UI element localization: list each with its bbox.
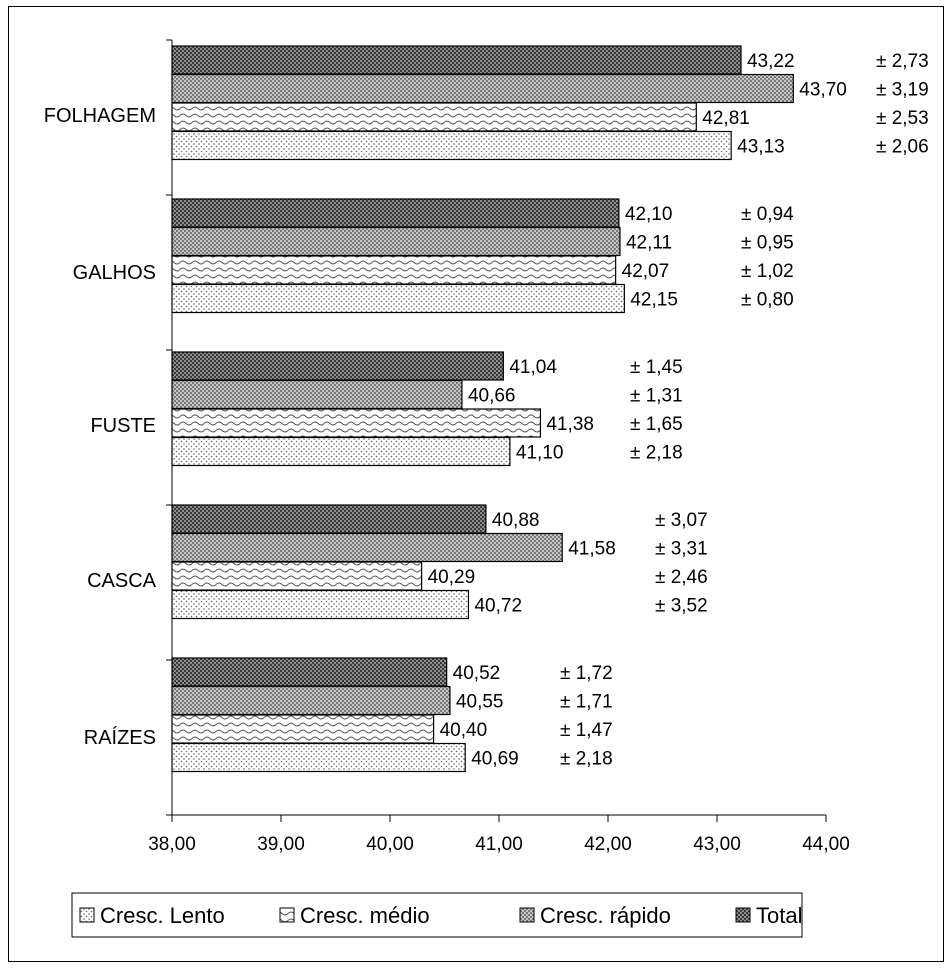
error-label-casca-total: ± 3,07 bbox=[655, 510, 708, 531]
chart-frame bbox=[8, 6, 944, 962]
error-label-raizes-cresc-lento: ± 2,18 bbox=[560, 749, 613, 770]
legend-swatch-cresc-medio bbox=[279, 907, 295, 923]
error-label-galhos-total: ± 0,94 bbox=[741, 204, 794, 225]
x-tick-label: 42,00 bbox=[584, 834, 632, 855]
bar-fuste-cresc-rapido bbox=[171, 379, 463, 410]
bar-folhagem-cresc-rapido bbox=[171, 73, 794, 104]
legend-label-cresc-medio: Cresc. médio bbox=[300, 903, 430, 928]
x-tick-label: 41,00 bbox=[475, 834, 523, 855]
bar-fuste-cresc-medio bbox=[171, 408, 542, 438]
value-label-casca-cresc-lento: 40,72 bbox=[474, 596, 522, 617]
error-label-galhos-cresc-rapido: ± 0,95 bbox=[741, 233, 794, 254]
x-tick-label: 39,00 bbox=[257, 834, 305, 855]
error-label-folhagem-total: ± 2,73 bbox=[876, 51, 929, 72]
error-label-folhagem-cresc-lento: ± 2,06 bbox=[876, 137, 929, 158]
error-label-folhagem-cresc-rapido: ± 3,19 bbox=[876, 80, 929, 101]
bar-raizes-total bbox=[171, 657, 448, 687]
legend-swatch-cresc-lento bbox=[79, 907, 95, 923]
legend-swatch-total bbox=[735, 907, 751, 923]
error-label-fuste-total: ± 1,45 bbox=[630, 357, 683, 378]
error-label-raizes-total: ± 1,72 bbox=[560, 663, 613, 684]
bar-fuste-cresc-lento bbox=[171, 436, 511, 467]
bar-casca-total bbox=[171, 504, 487, 534]
value-label-galhos-cresc-medio: 42,07 bbox=[622, 261, 670, 282]
bar-casca-cresc-medio bbox=[171, 561, 423, 591]
x-tick-label: 44,00 bbox=[802, 834, 850, 855]
error-label-galhos-cresc-medio: ± 1,02 bbox=[741, 261, 794, 282]
category-label-galhos: GALHOS bbox=[73, 262, 156, 284]
bar-fuste-total bbox=[171, 351, 504, 381]
value-label-fuste-cresc-rapido: 40,66 bbox=[468, 386, 516, 407]
value-label-fuste-cresc-medio: 41,38 bbox=[546, 414, 594, 435]
value-label-galhos-cresc-lento: 42,15 bbox=[630, 290, 678, 311]
error-label-raizes-cresc-medio: ± 1,47 bbox=[560, 720, 613, 741]
value-label-raizes-total: 40,52 bbox=[453, 663, 501, 684]
error-label-casca-cresc-medio: ± 2,46 bbox=[655, 567, 708, 588]
legend-label-total: Total bbox=[756, 903, 802, 928]
value-label-galhos-total: 42,10 bbox=[625, 204, 673, 225]
bar-folhagem-cresc-lento bbox=[171, 130, 732, 161]
bar-raizes-cresc-lento bbox=[171, 742, 466, 773]
bar-galhos-total bbox=[171, 198, 620, 228]
legend-box bbox=[71, 892, 803, 938]
legend-label-cresc-lento: Cresc. Lento bbox=[100, 903, 225, 928]
plot-area: 38,00 39,00 40,00 41,00 42,00 43,00 44,00 FOLHA… bbox=[44, 39, 929, 855]
legend: Cresc. Lento Cresc. médio Cresc. rápido Tot… bbox=[71, 892, 803, 938]
x-tick-label: 38,00 bbox=[148, 834, 196, 855]
value-label-galhos-cresc-rapido: 42,11 bbox=[626, 233, 672, 254]
error-label-fuste-cresc-medio: ± 1,65 bbox=[630, 414, 683, 435]
error-label-raizes-cresc-rapido: ± 1,71 bbox=[560, 692, 613, 713]
x-tick-label: 43,00 bbox=[693, 834, 741, 855]
category-label-casca: CASCA bbox=[87, 570, 157, 592]
bar-galhos-cresc-medio bbox=[171, 255, 617, 285]
bar-galhos-cresc-rapido bbox=[171, 226, 621, 257]
legend-swatch-cresc-rapido bbox=[519, 907, 535, 923]
value-label-raizes-cresc-lento: 40,69 bbox=[471, 749, 519, 770]
category-label-fuste: FUSTE bbox=[90, 415, 156, 437]
value-label-casca-cresc-rapido: 41,58 bbox=[568, 539, 616, 560]
bar-raizes-cresc-rapido bbox=[171, 685, 451, 716]
value-label-folhagem-total: 43,22 bbox=[747, 51, 795, 72]
value-label-folhagem-cresc-rapido: 43,70 bbox=[799, 80, 847, 101]
category-label-raizes: RAÍZES bbox=[84, 726, 156, 749]
value-label-raizes-cresc-rapido: 40,55 bbox=[456, 692, 504, 713]
error-label-galhos-cresc-lento: ± 0,80 bbox=[741, 290, 794, 311]
x-tick-label: 40,00 bbox=[366, 834, 414, 855]
bar-galhos-cresc-lento bbox=[171, 283, 625, 314]
bar-folhagem-cresc-medio bbox=[171, 102, 697, 132]
value-label-folhagem-cresc-medio: 42,81 bbox=[702, 108, 750, 129]
bar-raizes-cresc-medio bbox=[171, 714, 435, 744]
value-label-folhagem-cresc-lento: 43,13 bbox=[737, 137, 785, 158]
error-label-casca-cresc-lento: ± 3,52 bbox=[655, 596, 708, 617]
value-label-raizes-cresc-medio: 40,40 bbox=[440, 720, 488, 741]
bar-casca-cresc-lento bbox=[171, 589, 470, 620]
value-label-casca-cresc-medio: 40,29 bbox=[428, 567, 476, 588]
value-label-fuste-cresc-lento: 41,10 bbox=[516, 443, 564, 464]
error-label-folhagem-cresc-medio: ± 2,53 bbox=[876, 108, 929, 129]
value-label-fuste-total: 41,04 bbox=[509, 357, 557, 378]
error-label-fuste-cresc-rapido: ± 1,31 bbox=[630, 386, 683, 407]
value-label-casca-total: 40,88 bbox=[492, 510, 540, 531]
error-label-fuste-cresc-lento: ± 2,18 bbox=[630, 443, 683, 464]
bar-folhagem-total bbox=[171, 45, 742, 75]
legend-label-cresc-rapido: Cresc. rápido bbox=[540, 903, 671, 928]
bar-casca-cresc-rapido bbox=[171, 532, 563, 563]
error-label-casca-cresc-rapido: ± 3,31 bbox=[655, 539, 708, 560]
category-label-folhagem: FOLHAGEM bbox=[44, 105, 156, 127]
